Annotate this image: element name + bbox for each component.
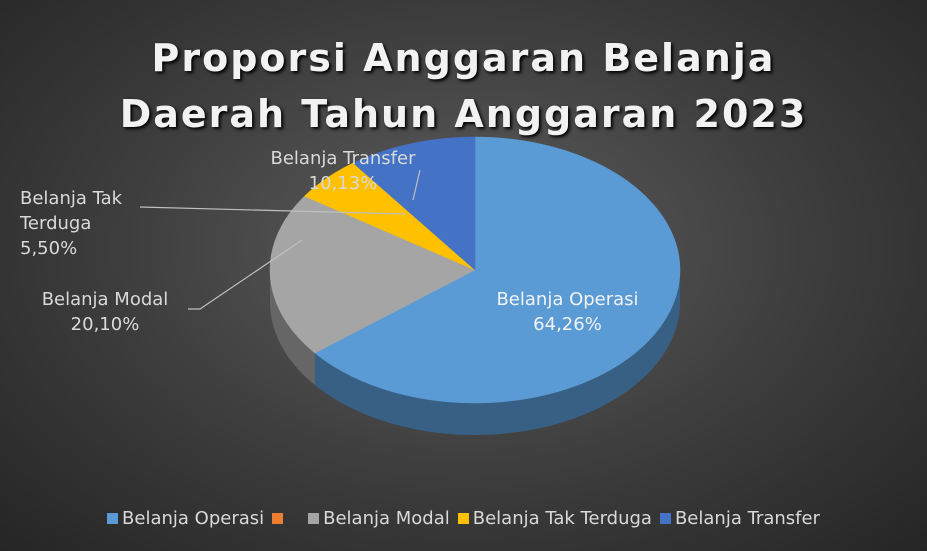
data-label: Belanja Tak Terduga 5,50% [20, 186, 140, 261]
legend-item: Belanja Operasi [107, 508, 264, 529]
legend-swatch [308, 513, 320, 524]
label-name: Belanja Operasi [496, 289, 639, 310]
slice-side [270, 270, 315, 386]
label-value: 10,13% [308, 173, 378, 194]
label-value: 64,26% [533, 314, 602, 335]
slice-side [314, 270, 680, 435]
leader-line [412, 169, 421, 201]
legend-label: Belanja Operasi [122, 508, 265, 529]
label-name: Belanja Modal [41, 289, 169, 310]
legend-swatch [272, 513, 284, 524]
legend-item [272, 508, 300, 529]
label-value: 5,50% [20, 238, 78, 259]
label-name: Belanja Transfer [270, 148, 416, 169]
leader-line [139, 206, 406, 215]
legend-swatch [457, 513, 469, 524]
chart-title: Proporsi Anggaran Belanja Daerah Tahun A… [119, 36, 808, 136]
legend-label: Belanja Tak Terduga [472, 508, 652, 529]
legend-label: Belanja Modal [323, 508, 450, 529]
legend: Belanja Operasi Belanja Modal Belanja Tak … [0, 508, 927, 529]
data-label: Belanja Operasi 64,26% [480, 287, 655, 337]
legend-item: Belanja Modal [308, 508, 450, 529]
legend-label: Belanja Transfer [674, 508, 820, 529]
label-name: Belanja Tak Terduga [20, 188, 123, 234]
slice [269, 195, 476, 354]
slice [352, 136, 476, 271]
legend-swatch [659, 513, 671, 524]
data-label: Belanja Transfer 10,13% [258, 146, 428, 196]
legend-item: Belanja Transfer [659, 508, 820, 529]
legend-item: Belanja Tak Terduga [457, 508, 652, 529]
label-value: 20,10% [70, 314, 140, 335]
data-label: Belanja Modal 20,10% [20, 287, 190, 337]
slice [304, 162, 476, 271]
slice [314, 136, 681, 404]
legend-swatch [107, 513, 119, 524]
leader-line [188, 239, 303, 310]
